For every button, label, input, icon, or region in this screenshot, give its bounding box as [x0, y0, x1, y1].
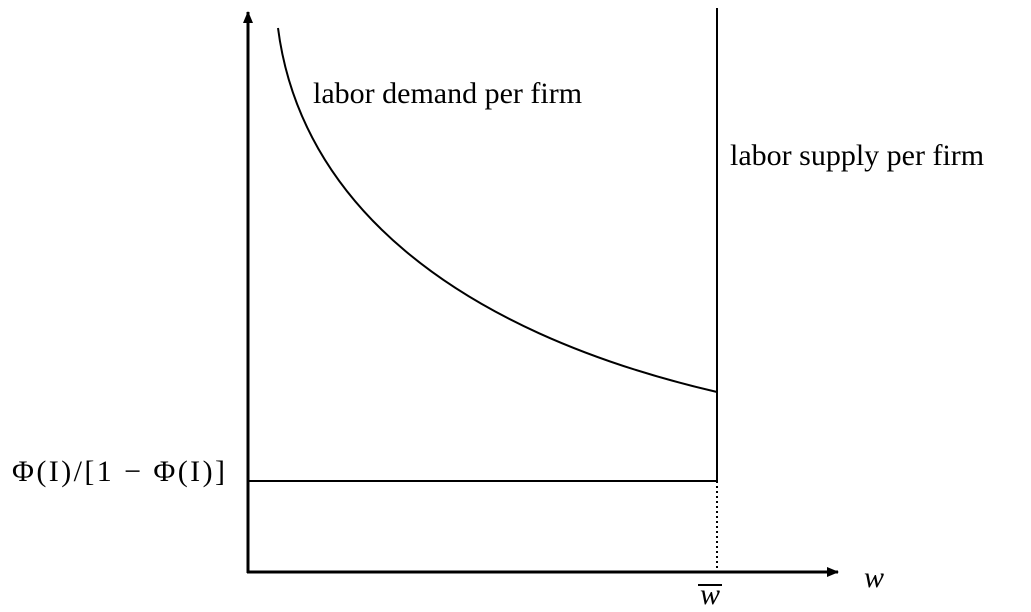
supply-label: labor supply per firm: [730, 139, 984, 172]
demand-curve: [277, 27, 718, 393]
demand-label: labor demand per firm: [313, 77, 582, 110]
x-marker-label: w: [700, 578, 720, 611]
threshold-label: Φ(I)/[1 − Φ(I)]: [12, 455, 225, 488]
x-axis-label: w: [864, 561, 884, 594]
